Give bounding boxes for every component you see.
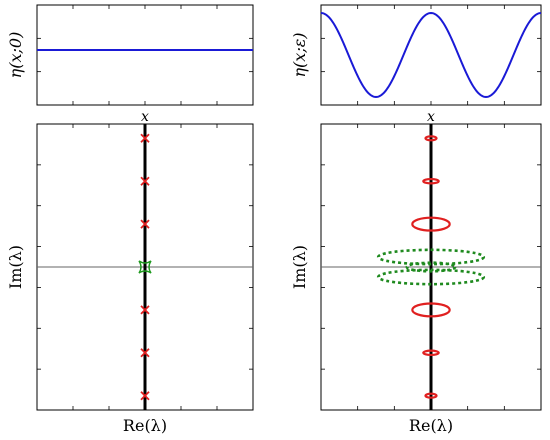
bottom-left-xlabel: Re(λ) bbox=[123, 416, 167, 435]
bottom-right-ylabel: Im(λ) bbox=[290, 245, 309, 289]
eigenvalue-cross-stroke bbox=[140, 348, 150, 358]
bottom-left-ylabel: Im(λ) bbox=[6, 245, 25, 289]
eigenvalue-cross bbox=[140, 219, 150, 229]
top-left-xlabel: x bbox=[141, 109, 149, 125]
red-eigenvalue-ellipse bbox=[411, 302, 451, 318]
red-eigenvalue-ellipse bbox=[411, 216, 451, 232]
eigenvalue-cross bbox=[140, 133, 150, 143]
green-dashed-ellipse bbox=[376, 268, 486, 286]
eigenvalue-cross-stroke bbox=[140, 391, 150, 401]
panel-top-left-frame bbox=[36, 4, 254, 106]
green-dashed-ellipse bbox=[376, 248, 486, 266]
top-left-ylabel: η(x;0) bbox=[6, 32, 25, 79]
panel-top-right-frame bbox=[320, 4, 542, 106]
origin-eigenvalue-marker bbox=[138, 260, 152, 274]
bottom-right-xlabel: Re(λ) bbox=[409, 416, 453, 435]
eigenvalue-cross-stroke bbox=[140, 305, 150, 315]
eta-wave-line bbox=[320, 11, 542, 99]
eigenvalue-cross-stroke bbox=[140, 219, 150, 229]
red-eigenvalue-ellipse bbox=[422, 349, 440, 357]
eigenvalue-cross bbox=[140, 391, 150, 401]
red-eigenvalue-ellipse bbox=[424, 135, 438, 142]
eigenvalue-cross bbox=[140, 305, 150, 315]
green-dashed-ellipse bbox=[405, 261, 457, 273]
eigenvalue-cross-stroke bbox=[140, 176, 150, 186]
eigenvalue-cross-stroke bbox=[140, 133, 150, 143]
plot-marks bbox=[37, 11, 542, 410]
red-eigenvalue-ellipse bbox=[422, 177, 440, 185]
eigenvalue-cross bbox=[140, 176, 150, 186]
eigenvalue-cross bbox=[140, 348, 150, 358]
top-right-ylabel: η(x;ε) bbox=[290, 32, 309, 77]
red-eigenvalue-ellipse bbox=[424, 392, 438, 399]
top-right-xlabel: x bbox=[427, 109, 435, 125]
tick-marks bbox=[37, 5, 541, 410]
